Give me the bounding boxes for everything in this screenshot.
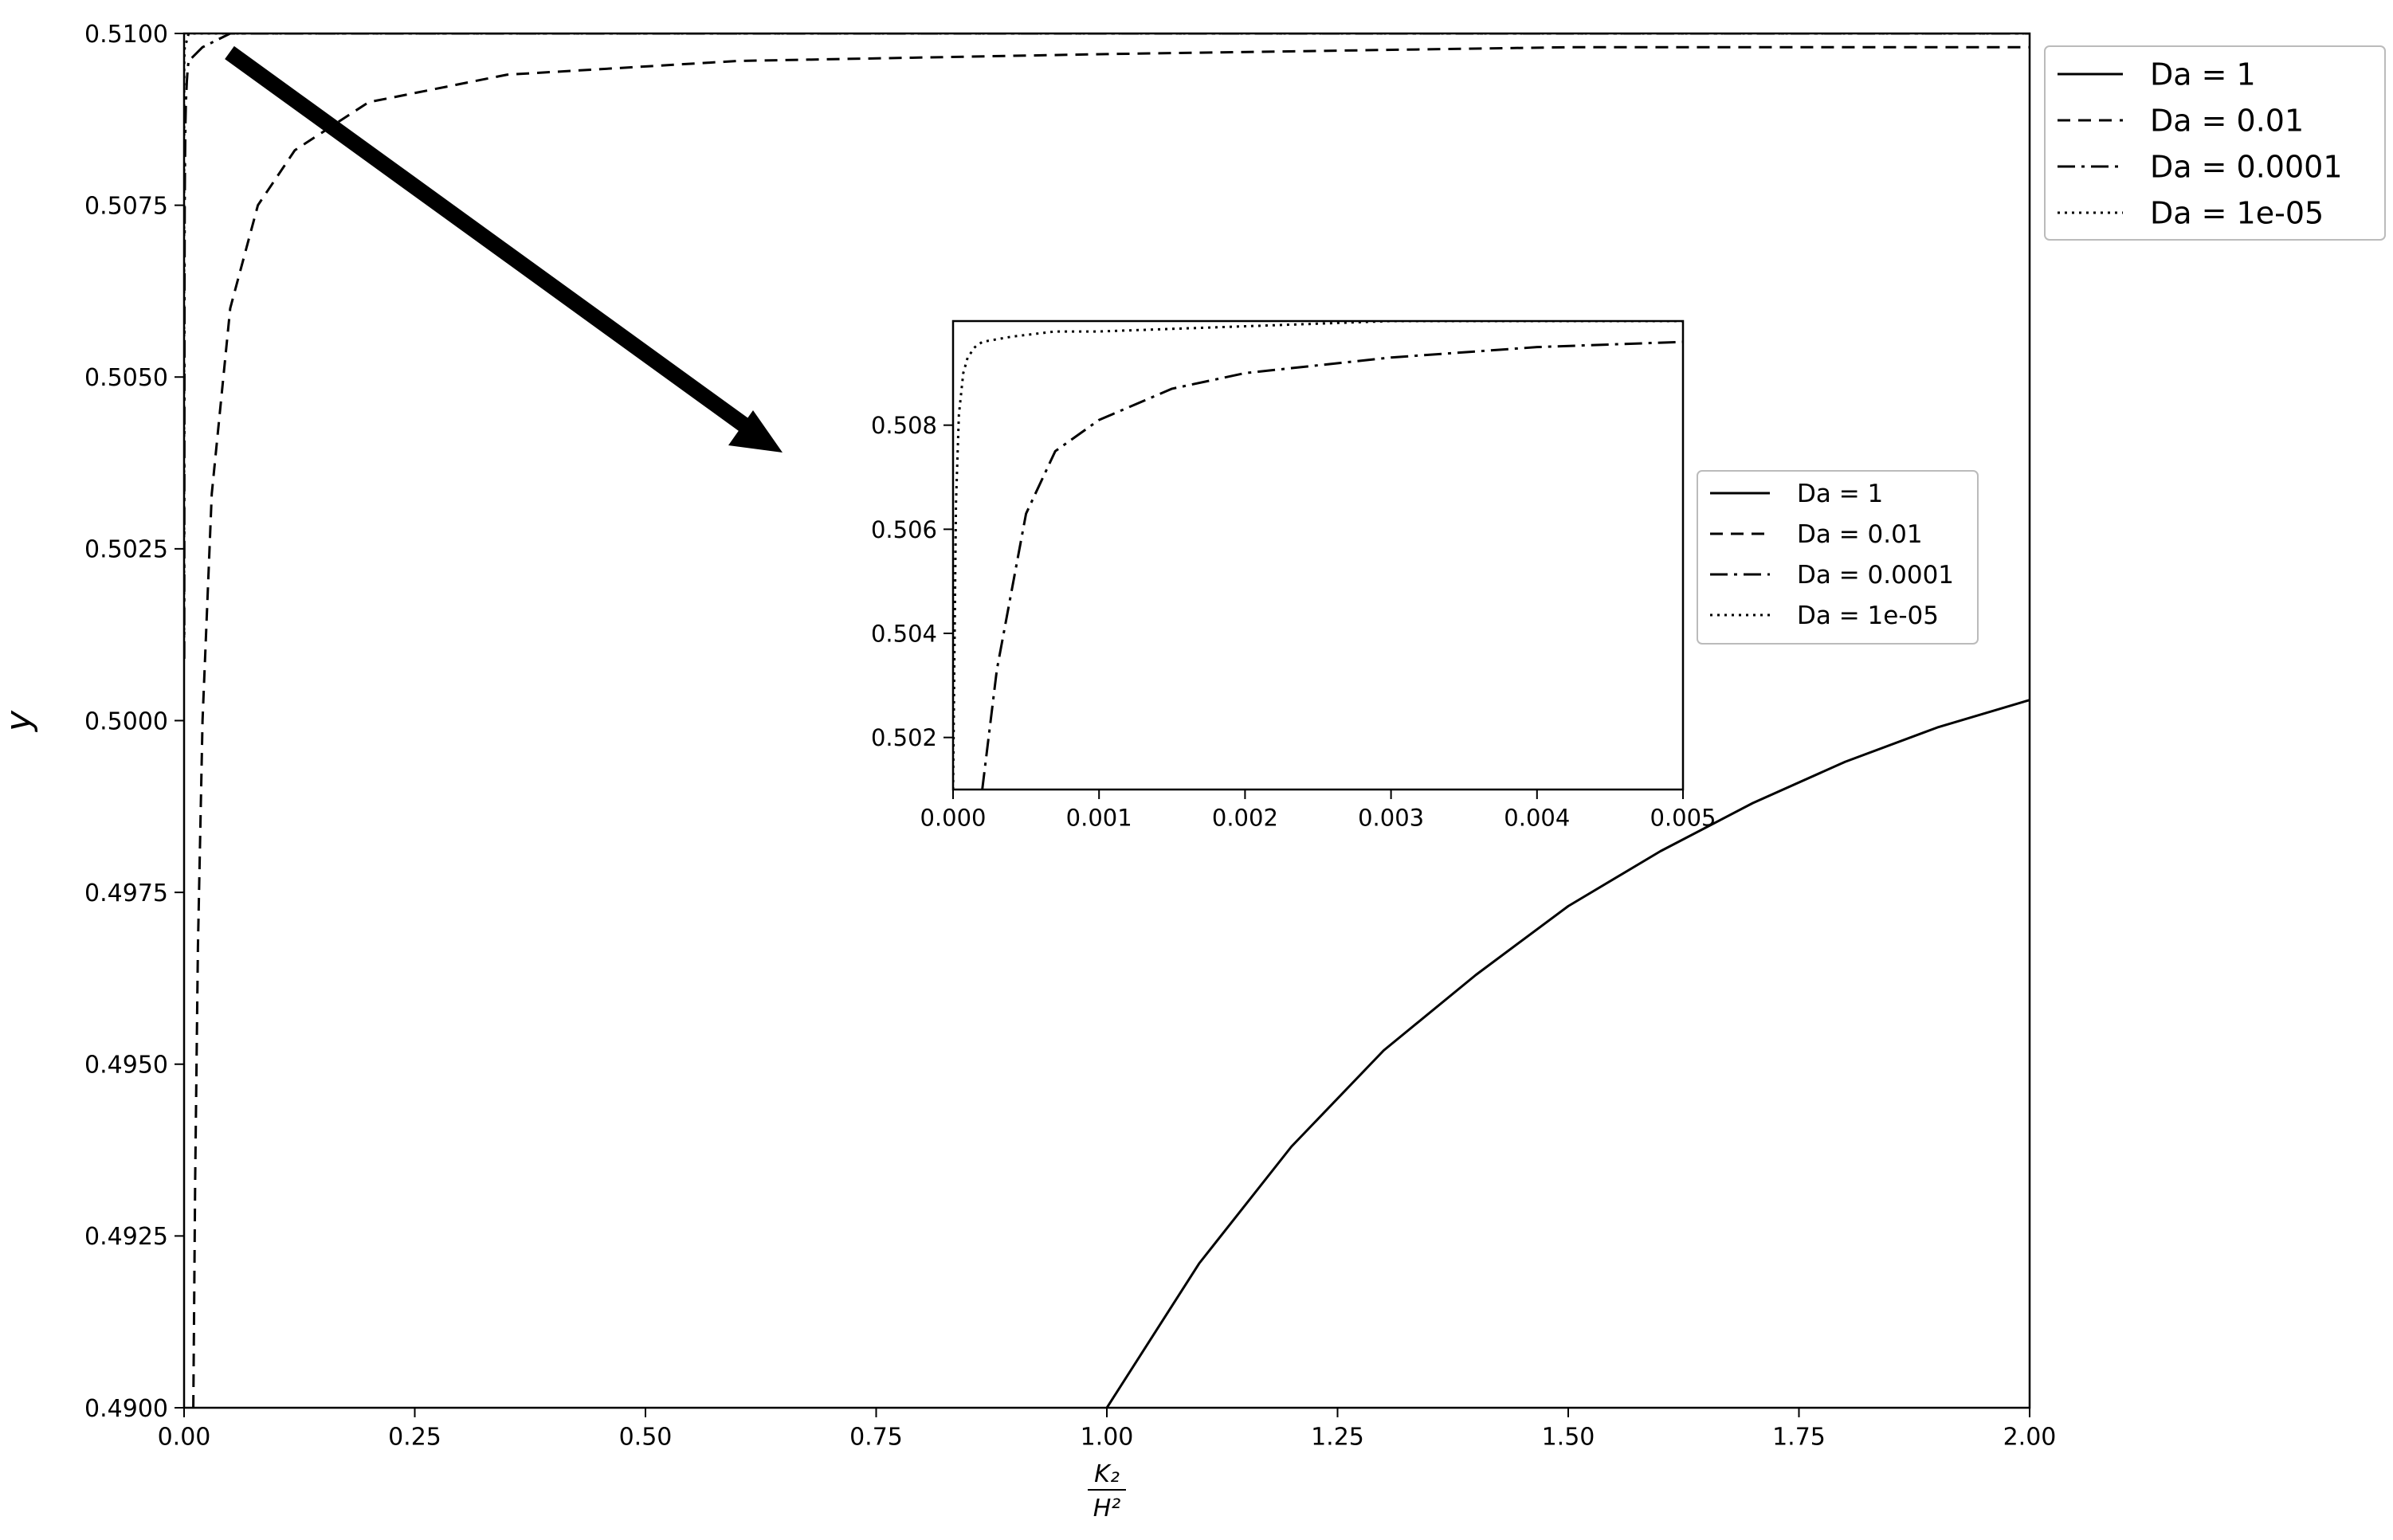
main-legend-label: Da = 0.01 xyxy=(2150,104,2304,139)
main-y-tick-label: 0.4950 xyxy=(84,1052,168,1080)
main-x-tick-label: 0.50 xyxy=(619,1424,673,1452)
inset-y-tick-label: 0.508 xyxy=(871,412,937,439)
main-y-tick-label: 0.5000 xyxy=(84,707,168,735)
main-x-tick-label: 0.75 xyxy=(849,1424,903,1452)
inset-x-tick-label: 0.000 xyxy=(920,804,986,831)
inset-legend: Da = 1 Da = 0.01 Da = 0.0001 Da = 1e-05 xyxy=(1697,470,1979,645)
main-y-axis-label: y xyxy=(0,710,39,733)
inset-legend-frame xyxy=(1697,470,1979,645)
main-x-axis-label-numerator: K₂ xyxy=(1094,1460,1120,1488)
inset-x-tick-label: 0.004 xyxy=(1504,804,1570,831)
main-x-tick-label: 0.00 xyxy=(158,1424,211,1452)
main-x-axis-label: K₂ H² xyxy=(1088,1460,1126,1522)
main-x-tick-label: 0.25 xyxy=(388,1424,441,1452)
inset-legend-label: Da = 0.0001 xyxy=(1797,561,1954,590)
inset-series-line xyxy=(953,321,1683,790)
main-legend-label: Da = 1e-05 xyxy=(2150,196,2324,231)
inset-series-lines xyxy=(953,321,1683,790)
main-x-tick-label: 1.50 xyxy=(1542,1424,1595,1452)
main-legend-frame xyxy=(2044,45,2386,241)
inset-x-tick-label: 0.002 xyxy=(1212,804,1278,831)
main-y-tick-label: 0.4975 xyxy=(84,880,168,907)
main-y-axis: 0.4900 0.4925 0.4950 0.4975 0.5000 0.5025 0.50… xyxy=(84,21,184,1423)
inset-y-axis: 0.502 0.504 0.506 0.508 xyxy=(871,412,953,751)
inset-x-tick-label: 0.001 xyxy=(1066,804,1132,831)
inset-x-tick-label: 0.005 xyxy=(1650,804,1716,831)
main-y-tick-label: 0.5050 xyxy=(84,364,168,392)
main-x-tick-label: 1.75 xyxy=(1772,1424,1826,1452)
inset-x-tick-label: 0.003 xyxy=(1358,804,1424,831)
main-y-tick-label: 0.5025 xyxy=(84,536,168,564)
main-series-line xyxy=(1105,699,2030,1408)
inset-plot-frame xyxy=(951,319,1685,791)
inset-y-tick-label: 0.504 xyxy=(871,620,937,647)
main-x-tick-label: 1.25 xyxy=(1311,1424,1364,1452)
inset-background xyxy=(953,321,1683,790)
main-chart: 0.00 0.25 0.50 0.75 1.00 1.25 1.50 1.75 2.00 0.4… xyxy=(0,21,2386,1522)
main-legend-label: Da = 1 xyxy=(2150,57,2256,92)
inset-legend-label: Da = 1 xyxy=(1797,480,1883,508)
main-y-tick-label: 0.5075 xyxy=(84,192,168,220)
main-x-tick-label: 2.00 xyxy=(2003,1424,2057,1452)
main-y-tick-label: 0.4925 xyxy=(84,1223,168,1251)
inset-x-axis: 0.000 0.001 0.002 0.003 0.004 0.005 xyxy=(920,790,1716,831)
inset-legend-label: Da = 0.01 xyxy=(1797,520,1923,549)
main-legend: Da = 1 Da = 0.01 Da = 0.0001 Da = 1e-05 xyxy=(2044,45,2386,241)
main-legend-label: Da = 0.0001 xyxy=(2150,150,2343,185)
inset-chart: 0.000 0.001 0.002 0.003 0.004 0.005 0.5020.50… xyxy=(871,319,1979,831)
main-x-axis-label-denominator: H² xyxy=(1093,1495,1121,1522)
zoom-arrow xyxy=(225,45,783,453)
inset-y-tick-label: 0.506 xyxy=(871,516,937,543)
inset-series-line xyxy=(981,340,1683,790)
inset-legend-label: Da = 1e-05 xyxy=(1797,602,1939,630)
inset-y-tick-label: 0.502 xyxy=(871,724,937,751)
main-series-line xyxy=(192,45,2030,1408)
zoom-arrow-shaft xyxy=(225,45,754,436)
main-y-tick-label: 0.4900 xyxy=(84,1395,168,1423)
main-y-tick-label: 0.5100 xyxy=(84,21,168,49)
main-x-axis: 0.00 0.25 0.50 0.75 1.00 1.25 1.50 1.75 2.00 xyxy=(158,1408,2057,1452)
main-x-tick-label: 1.00 xyxy=(1081,1424,1134,1452)
zoom-arrow-head xyxy=(728,410,783,453)
